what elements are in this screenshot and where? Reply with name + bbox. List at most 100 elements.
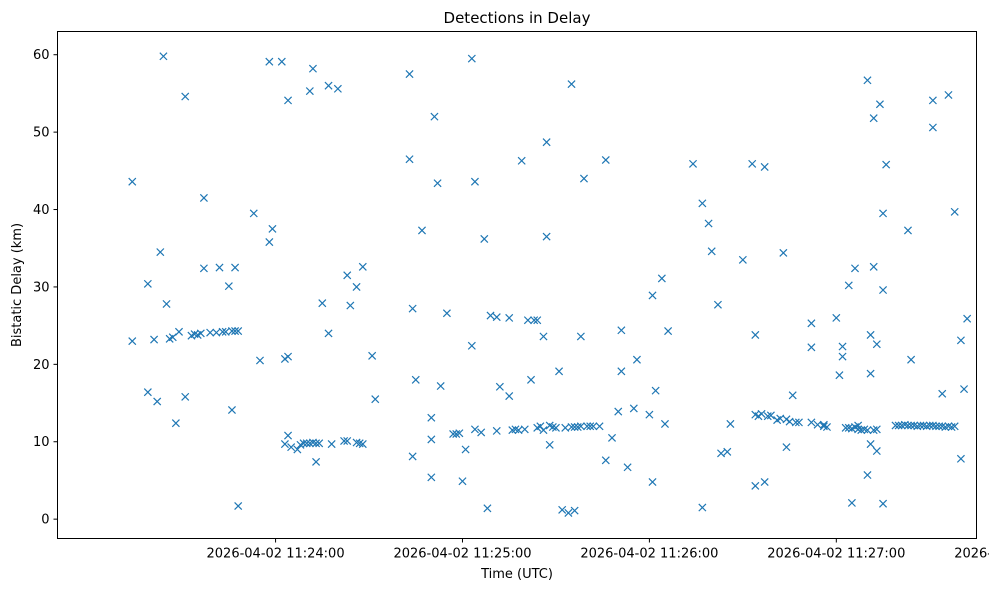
x-tick-label: 2026-04-02 11:25:00 — [393, 547, 531, 562]
data-point — [601, 155, 610, 165]
data-point — [408, 452, 417, 461]
data-point — [495, 382, 504, 391]
data-point — [312, 439, 321, 448]
data-point — [234, 501, 243, 511]
data-point — [782, 443, 791, 452]
data-point — [181, 392, 190, 401]
data-point — [807, 418, 816, 427]
data-point — [548, 423, 557, 432]
data-point — [567, 423, 576, 432]
data-point — [408, 304, 417, 313]
data-point — [573, 423, 582, 432]
data-point — [555, 367, 564, 376]
data-point — [196, 329, 205, 338]
data-point — [863, 76, 872, 85]
data-point — [511, 425, 520, 434]
data-point — [919, 421, 928, 430]
data-point — [480, 234, 489, 243]
data-point — [430, 112, 439, 121]
data-point — [358, 262, 367, 271]
data-point — [763, 412, 772, 421]
data-point — [215, 263, 224, 272]
data-point — [249, 209, 258, 218]
data-point — [570, 506, 579, 515]
data-point — [648, 291, 657, 300]
data-point — [433, 179, 442, 188]
data-point — [318, 299, 327, 308]
data-point — [788, 391, 797, 400]
data-point — [153, 397, 162, 406]
data-point — [751, 481, 760, 490]
data-point — [505, 313, 514, 322]
data-point — [589, 422, 598, 431]
data-point — [340, 436, 349, 445]
data-point — [224, 282, 233, 291]
data-point — [128, 177, 137, 186]
data-point — [623, 463, 632, 472]
data-point — [352, 282, 361, 291]
data-point — [417, 226, 427, 235]
data-point — [526, 375, 536, 384]
y-tick-label: 40 — [33, 203, 50, 218]
data-point — [838, 352, 847, 361]
x-tick-label: 2026-04-02 11:24:00 — [207, 547, 345, 562]
data-point — [162, 299, 171, 308]
data-point — [872, 340, 881, 349]
data-point — [542, 138, 551, 147]
data-point — [879, 209, 888, 218]
data-point — [766, 411, 775, 420]
data-point — [938, 422, 947, 431]
data-point — [850, 264, 860, 273]
data-point — [897, 421, 906, 430]
data-point — [576, 332, 585, 341]
y-tick-label: 60 — [33, 48, 50, 63]
data-point — [819, 422, 828, 431]
data-point — [523, 316, 532, 325]
data-point — [483, 504, 492, 513]
data-point — [265, 238, 274, 247]
data-point — [854, 425, 863, 434]
data-point — [371, 395, 380, 404]
data-point — [586, 422, 595, 431]
data-point — [352, 438, 361, 447]
data-point — [171, 419, 180, 428]
data-point — [128, 337, 137, 346]
data-point — [427, 473, 436, 482]
data-point — [218, 327, 227, 336]
data-point — [910, 421, 919, 430]
data-point — [838, 342, 847, 351]
data-point — [903, 421, 912, 430]
points-layer — [128, 52, 972, 517]
data-point — [928, 123, 937, 132]
data-point — [614, 407, 623, 416]
data-point — [324, 81, 333, 90]
data-point — [280, 440, 289, 449]
data-point — [517, 156, 526, 165]
data-point — [492, 313, 501, 322]
y-tick-label: 10 — [33, 435, 50, 450]
data-point — [872, 447, 881, 456]
data-point — [327, 440, 336, 449]
data-point — [156, 248, 165, 257]
data-point — [333, 84, 342, 93]
data-point — [863, 426, 872, 435]
data-point — [854, 421, 863, 430]
data-point — [807, 343, 816, 352]
data-point — [284, 352, 293, 361]
chart-title: Detections in Delay — [444, 9, 591, 27]
data-point — [455, 429, 464, 438]
data-point — [505, 392, 514, 401]
data-point — [265, 57, 274, 66]
data-point — [520, 425, 529, 434]
data-point — [963, 314, 972, 323]
data-point — [181, 92, 190, 101]
data-point — [234, 327, 243, 336]
data-point — [748, 159, 757, 168]
data-point — [869, 262, 878, 271]
data-point — [617, 326, 626, 335]
data-point — [648, 477, 657, 487]
data-point — [227, 405, 236, 415]
data-point — [941, 423, 950, 432]
data-point — [956, 454, 965, 463]
